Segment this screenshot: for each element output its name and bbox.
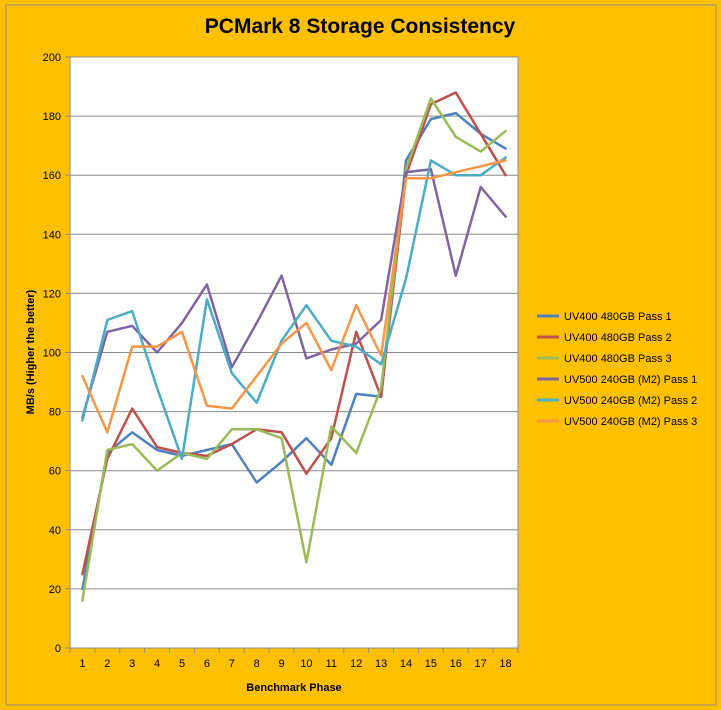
y-tick-label: 200 [43,52,61,64]
y-tick-label: 140 [43,229,61,241]
y-tick-label: 180 [43,111,61,123]
x-tick-label: 7 [229,658,235,670]
x-axis-ticks: 1 2 3 4 5 6 7 8 9 10 11 12 13 14 15 16 17 18 [69,648,519,670]
x-tick-label: 3 [129,658,135,670]
y-tick-label: 80 [49,407,61,419]
x-tick-label: 12 [350,658,362,670]
x-tick-label: 11 [326,658,337,670]
x-tick-label: 13 [375,658,387,670]
x-tick-label: 4 [154,658,160,670]
series-line-5 [81,156,507,461]
y-axis-ticks: 0 20 40 60 80 100 120 140 160 180 200 [43,52,70,655]
legend: UV400 480GB Pass 1 UV400 480GB Pass 2 UV40… [537,311,697,428]
legend-label-4: UV500 240GB (M2) Pass 1 [564,374,697,386]
x-tick-label: 1 [79,658,85,670]
x-tick-label: 8 [254,658,260,670]
x-tick-label: 9 [278,658,284,670]
axes [69,57,518,649]
y-tick-label: 100 [43,348,61,360]
y-axis-title: MB/s (Higher the better) [25,289,37,414]
series-line-2 [81,91,507,576]
x-tick-label: 6 [204,658,210,670]
legend-label-5: UV500 240GB (M2) Pass 2 [564,395,697,407]
y-tick-label: 20 [49,584,61,596]
series-lines [81,91,507,602]
legend-label-6: UV500 240GB (M2) Pass 3 [564,416,697,428]
y-tick-label: 40 [49,525,61,537]
legend-label-1: UV400 480GB Pass 1 [564,311,672,323]
y-tick-label: 0 [55,643,61,655]
legend-label-2: UV400 480GB Pass 2 [564,332,672,344]
y-tick-label: 120 [43,288,61,300]
y-tick-label: 60 [49,466,61,478]
series-line-3 [81,97,507,602]
series-line-6 [81,159,507,434]
x-tick-label: 10 [300,658,312,670]
x-tick-label: 18 [499,658,511,670]
x-tick-label: 17 [475,658,487,670]
x-tick-label: 2 [104,658,110,670]
x-tick-label: 5 [179,658,185,670]
x-axis-title: Benchmark Phase [246,682,341,694]
chart-title: PCMark 8 Storage Consistency [205,15,516,38]
x-tick-label: 15 [425,658,437,670]
series-line-1 [81,111,507,591]
x-tick-label: 14 [400,658,412,670]
x-tick-label: 16 [450,658,462,670]
series-line-4 [81,168,507,419]
y-tick-label: 160 [43,170,61,182]
legend-label-3: UV400 480GB Pass 3 [564,353,672,365]
